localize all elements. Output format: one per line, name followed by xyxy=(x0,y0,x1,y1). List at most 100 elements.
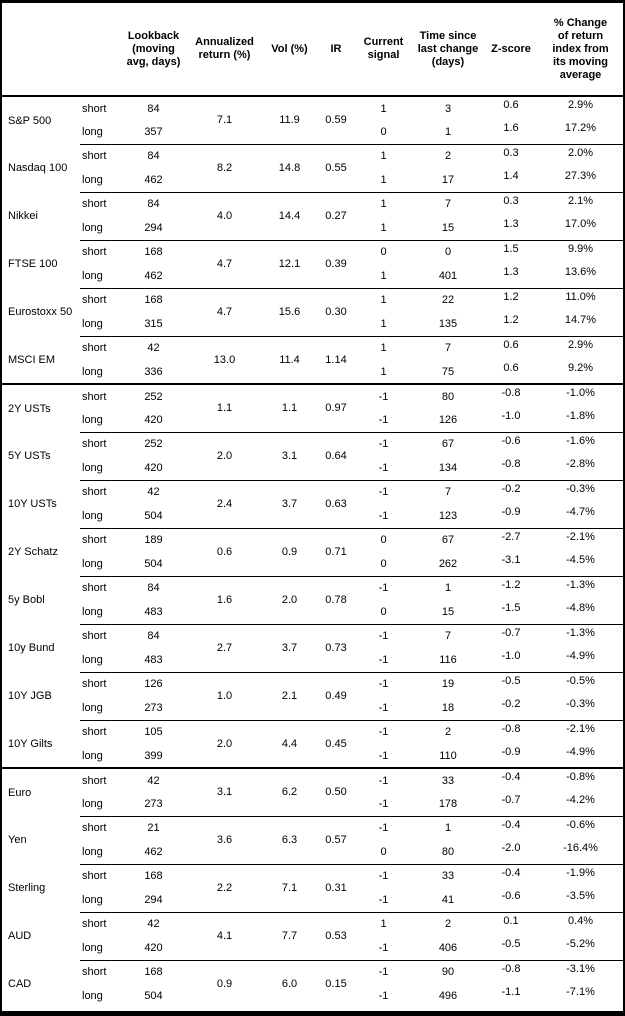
annualized-return-value: 0.9 xyxy=(216,978,233,991)
current-signal-value: -1 xyxy=(355,696,412,721)
horizon-label: long xyxy=(80,120,120,145)
pct-change-value: -0.8% xyxy=(566,771,595,783)
horizon-label: long xyxy=(80,696,120,721)
current-signal-value: 1 xyxy=(355,312,412,337)
lookback-value: 105 xyxy=(144,726,163,739)
ir-value: 0.27 xyxy=(317,192,355,241)
days-since-change-value: 80 xyxy=(441,390,455,403)
asset-name: 2Y USTs xyxy=(8,402,51,415)
days-since-change-value: 7 xyxy=(444,486,452,499)
table-row-long: long 273 -1 178 -0.7 -4.2% xyxy=(2,792,623,817)
ir-value: 0.39 xyxy=(317,240,355,289)
days-since-change-value: 67 xyxy=(441,534,455,547)
current-signal-value: -1 xyxy=(378,678,389,691)
current-signal-value: -1 xyxy=(355,648,412,673)
horizon-label: short xyxy=(82,342,107,355)
annualized-return-value: 4.7 xyxy=(187,288,262,337)
days-since-change-value: 18 xyxy=(412,696,484,721)
horizon-label: long xyxy=(80,360,120,385)
pct-change-value: 13.6% xyxy=(538,264,623,289)
z-score-value: -0.8 xyxy=(501,722,521,735)
header-z-score-label: Z-score xyxy=(491,42,531,55)
pct-change-value: -1.8% xyxy=(538,408,623,433)
pct-change-value: -2.8% xyxy=(538,456,623,481)
current-signal-value: -1 xyxy=(355,456,412,481)
z-score-value: -1.0 xyxy=(484,408,538,433)
table-row-long: long 462 1 401 1.3 13.6% xyxy=(2,264,623,289)
asset-name: CAD xyxy=(8,978,32,990)
current-signal-value: -1 xyxy=(355,744,412,769)
horizon-label: short xyxy=(82,102,107,115)
lookback-value: 252 xyxy=(144,438,163,451)
ir-value: 0.53 xyxy=(317,912,355,961)
lookback-value: 315 xyxy=(120,312,187,337)
lookback-value: 126 xyxy=(144,678,163,691)
header-annualized-return-label: Annualized return (%) xyxy=(195,36,254,61)
vol-value: 6.2 xyxy=(262,768,317,817)
lookback-value: 21 xyxy=(147,822,160,835)
asset-name: Yen xyxy=(8,834,27,846)
horizon-label: long xyxy=(80,168,120,193)
ir-value: 0.63 xyxy=(317,480,355,529)
table-row-short: Nasdaq 100 short 84 8.2 14.8 0.55 1 2 0.3 2.0% xyxy=(2,144,623,193)
table-header: Lookback (moving avg, days) Annualized r… xyxy=(2,3,623,97)
days-since-change-value: 135 xyxy=(412,312,484,337)
current-signal-value: 1 xyxy=(355,264,412,289)
pct-change-value: -3.1% xyxy=(566,962,595,975)
current-signal-value: -1 xyxy=(378,390,389,403)
current-signal-value: -1 xyxy=(378,582,389,595)
pct-change-value: 9.2% xyxy=(538,360,623,385)
header-ir-label: IR xyxy=(330,42,342,55)
z-score-value: 1.3 xyxy=(484,216,538,241)
z-score-value: -0.8 xyxy=(501,962,521,975)
lookback-value: 84 xyxy=(147,102,160,115)
ir-value: 0.50 xyxy=(317,768,355,817)
current-signal-value: 0 xyxy=(380,246,387,259)
horizon-label: long xyxy=(80,936,120,961)
horizon-label: short xyxy=(82,198,107,211)
vol-value: 2.0 xyxy=(262,576,317,625)
pct-change-value: -1.3% xyxy=(566,626,595,639)
pct-change-value: 2.9% xyxy=(567,338,594,351)
current-signal-value: 1 xyxy=(380,294,387,307)
z-score-value: -2.7 xyxy=(501,530,521,543)
annualized-return-value: 2.7 xyxy=(187,624,262,673)
days-since-change-value: 2 xyxy=(444,150,452,163)
vol-value: 11.9 xyxy=(262,96,317,145)
vol-value: 0.9 xyxy=(262,528,317,577)
z-score-value: -0.5 xyxy=(501,674,521,687)
table-row-long: long 462 0 80 -2.0 -16.4% xyxy=(2,840,623,865)
days-since-change-value: 262 xyxy=(412,552,484,577)
horizon-label: long xyxy=(80,264,120,289)
horizon-label: short xyxy=(82,582,107,595)
current-signal-value: 0 xyxy=(355,840,412,865)
pct-change-value: -0.6% xyxy=(566,818,595,831)
lookback-value: 42 xyxy=(147,774,160,787)
z-score-value: 0.6 xyxy=(503,99,519,111)
vol-value: 7.1 xyxy=(262,864,317,913)
z-score-value: -0.2 xyxy=(484,696,538,721)
days-since-change-value: 496 xyxy=(438,990,458,1002)
z-score-value: 1.6 xyxy=(484,120,538,145)
horizon-label: long xyxy=(82,990,103,1002)
ir-value: 0.45 xyxy=(317,720,355,769)
z-score-value: 0.3 xyxy=(503,194,519,207)
pct-change-value: -2.1% xyxy=(566,530,595,543)
horizon-label: short xyxy=(82,486,107,499)
z-score-value: -2.0 xyxy=(484,840,538,865)
header-horizon-blank xyxy=(80,3,120,97)
pct-change-value: 14.7% xyxy=(538,312,623,337)
table-row-short: Nikkei short 84 4.0 14.4 0.27 1 7 0.3 2.1% xyxy=(2,192,623,241)
vol-value: 11.4 xyxy=(262,336,317,385)
asset-name: FTSE 100 xyxy=(8,258,58,270)
z-score-value: -0.4 xyxy=(501,866,521,879)
z-score-value: 0.6 xyxy=(503,338,519,351)
current-signal-value: -1 xyxy=(378,438,389,451)
header-lookback-label: Lookback (moving avg, days) xyxy=(126,29,181,68)
current-signal-value: 1 xyxy=(380,198,387,211)
days-since-change-value: 7 xyxy=(444,342,452,355)
vol-value: 3.1 xyxy=(262,432,317,481)
table-row-long: long 420 -1 134 -0.8 -2.8% xyxy=(2,456,623,481)
horizon-label: short xyxy=(82,966,107,979)
lookback-value: 399 xyxy=(120,744,187,769)
